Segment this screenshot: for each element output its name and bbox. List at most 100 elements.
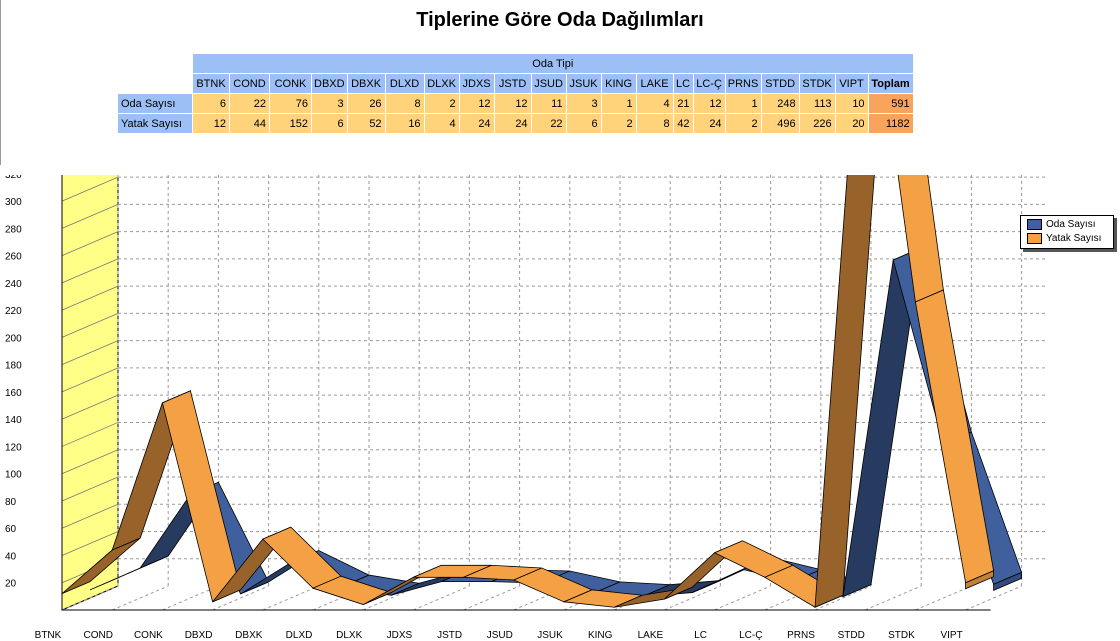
table-column-header: KING	[600, 73, 637, 94]
y-tick-label: 240	[5, 279, 22, 290]
table-cell: 24	[692, 113, 726, 134]
chart-wall-gridline	[61, 503, 119, 529]
room-distribution-table: Oda Tipi BTNK COND CONK DBXD DBXK DLXD DLXK JDX…	[117, 53, 914, 134]
table-column-header: DLXK	[423, 73, 460, 94]
table-group-header-row: Oda Tipi	[117, 53, 914, 74]
table-cell: 12	[493, 93, 532, 114]
table-column-header: BTNK	[192, 73, 230, 94]
x-tick-label: PRNS	[787, 630, 815, 641]
x-tick-label: LC	[694, 630, 707, 641]
table-cell: 11	[530, 93, 567, 114]
table-column-header-row: BTNK COND CONK DBXD DBXK DLXD DLXK JDXS JSTD JSUD…	[117, 73, 914, 94]
table-column-header: DLXD	[384, 73, 425, 94]
x-tick-label: JSUD	[487, 630, 513, 641]
table-cell: 10	[834, 93, 869, 114]
y-tick-label: 260	[5, 252, 22, 263]
table-cell: 248	[760, 93, 800, 114]
series-ribbon-yatak-cap	[965, 570, 994, 590]
table-cell: 52	[346, 113, 386, 134]
chart-floor-gridline	[61, 585, 119, 611]
x-tick-label: JDXS	[387, 630, 413, 641]
table-cell: 2	[600, 113, 637, 134]
chart-wall-gridline	[61, 531, 119, 556]
y-tick-label: 60	[5, 524, 17, 535]
table-cell: 3	[311, 93, 348, 114]
y-tick-label: 100	[5, 470, 22, 481]
table-cell: 44	[229, 113, 270, 134]
x-tick-label: DLXK	[336, 630, 362, 641]
x-tick-label: JSUK	[537, 630, 563, 641]
table-cell: 22	[530, 113, 567, 134]
x-tick-label: VIPT	[940, 630, 962, 641]
table-cell: 12	[192, 113, 230, 134]
table-column-header: VIPT	[834, 73, 869, 94]
table-column-header: PRNS	[724, 73, 762, 94]
table-cell: 24	[458, 113, 495, 134]
chart-wall-gridline	[61, 176, 119, 202]
table-column-header: DBXK	[346, 73, 386, 94]
table-cell: 76	[269, 93, 312, 114]
table-cell: 226	[798, 113, 836, 134]
table-column-header: JDXS	[458, 73, 495, 94]
legend-swatch-yatak	[1027, 233, 1042, 244]
chart-wall-gridline	[61, 285, 119, 311]
table-column-header: STDD	[760, 73, 800, 94]
chart-wall-gridline	[61, 313, 119, 338]
table-cell: 42	[672, 113, 694, 134]
table-cell: 591	[867, 93, 914, 114]
legend-item-oda: Oda Sayısı	[1027, 219, 1095, 231]
chart-wall-gridline	[61, 258, 119, 284]
table-cell: 152	[269, 113, 312, 134]
table-column-header: LAKE	[635, 73, 674, 94]
table-cell: 2	[423, 93, 460, 114]
chart-wall-gridline	[61, 367, 119, 393]
chart-floor-gridline	[714, 585, 771, 611]
table-column-header: Toplam	[867, 73, 914, 94]
series-ribbon-yatak	[914, 289, 995, 584]
x-tick-label: KING	[588, 630, 613, 641]
x-tick-label: DBXD	[185, 630, 213, 641]
table-cell: 496	[760, 113, 800, 134]
table-column-header: JSUD	[530, 73, 567, 94]
y-tick-label: 140	[5, 415, 22, 426]
table-cell: 26	[346, 93, 386, 114]
y-tick-label: 20	[5, 579, 17, 590]
page-title: Tiplerine Göre Oda Dağılımları	[416, 9, 704, 31]
y-tick-label: 120	[5, 442, 22, 453]
table-column-header: LC-Ç	[692, 73, 726, 94]
table-cell: 1	[724, 93, 762, 114]
x-tick-label: DLXD	[286, 630, 313, 641]
x-tick-label: STDD	[838, 630, 865, 641]
table-cell: 1182	[867, 113, 914, 134]
x-tick-label: BTNK	[35, 630, 62, 641]
table-cell: 113	[798, 93, 836, 114]
table-cell: 3	[565, 93, 602, 114]
table-cell: 8	[635, 113, 674, 134]
series-ribbon-yatak	[814, 175, 875, 608]
legend-swatch-oda	[1027, 219, 1042, 230]
table-column-header: CONK	[269, 73, 312, 94]
y-tick-label: 40	[5, 551, 17, 562]
table-column-header: JSTD	[493, 73, 532, 94]
x-tick-label: COND	[83, 630, 112, 641]
chart-wall-gridline	[61, 476, 119, 502]
table-column-header: LC	[672, 73, 694, 94]
chart-floor-gridline	[965, 585, 1022, 611]
chart-floor-gridline	[262, 585, 319, 611]
table-corner-cell	[117, 53, 193, 74]
y-tick-label: 80	[5, 497, 17, 508]
table-cell: 6	[192, 93, 230, 114]
table-row-header: Yatak Sayısı	[117, 113, 193, 134]
x-tick-label: CONK	[134, 630, 163, 641]
chart-side-wall	[61, 175, 119, 611]
y-tick-label: 160	[5, 388, 22, 399]
table-cell: 8	[384, 93, 425, 114]
table-row: Oda Sayısı 6 22 76 3 26 8 2 12 12 11 3 1 4 21 12 1 248 113…	[117, 93, 914, 114]
chart-floor-gridline	[463, 585, 520, 611]
x-tick-label: DBXK	[235, 630, 263, 641]
y-tick-label: 220	[5, 306, 22, 317]
chart-wall-gridline	[61, 340, 119, 366]
x-tick-label: LAKE	[638, 630, 664, 641]
legend-label-oda: Oda Sayısı	[1046, 219, 1096, 231]
chart-floor-gridline	[413, 585, 470, 611]
